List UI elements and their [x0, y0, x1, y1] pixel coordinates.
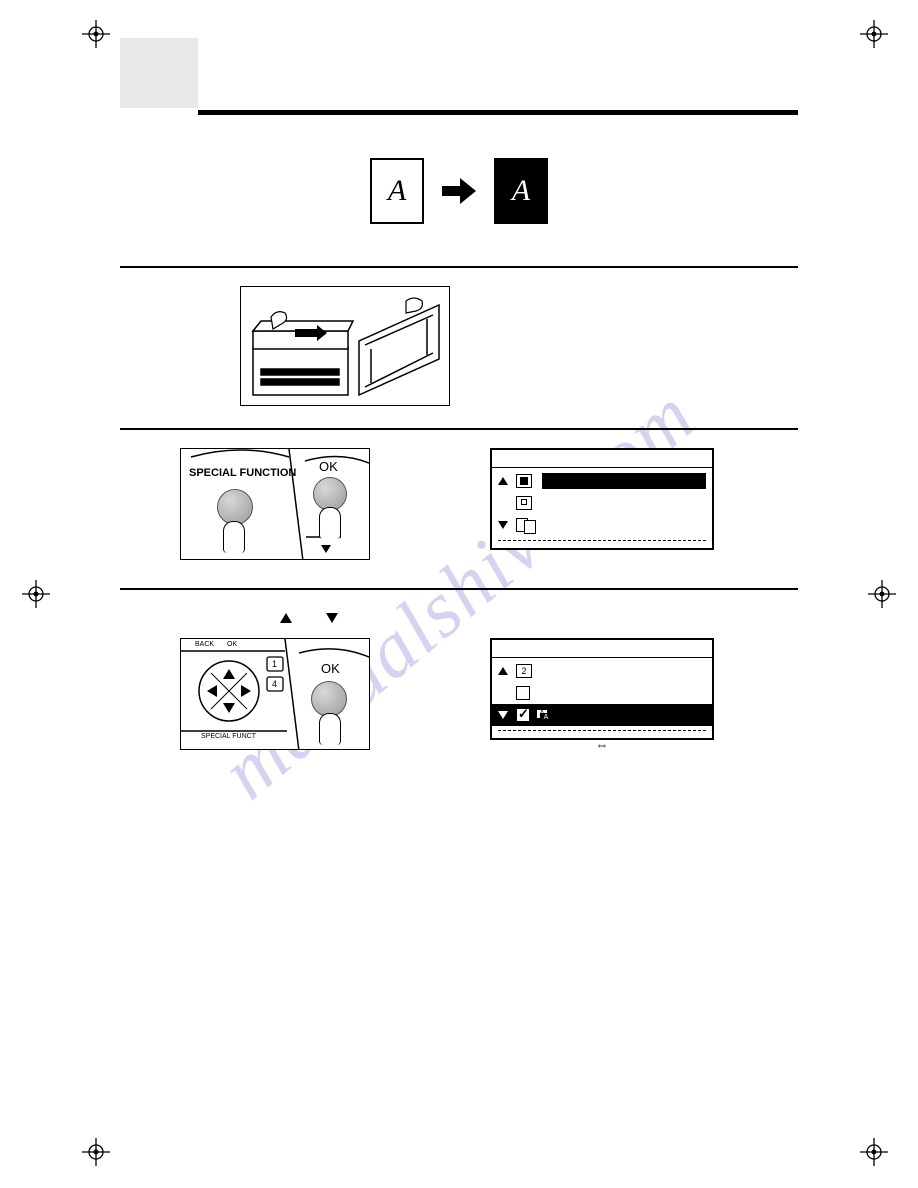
control-panel-1: SPECIAL FUNCTION OK [180, 448, 370, 560]
ok-small-label: OK [227, 641, 237, 648]
double-arrow-icon: ⇔ [596, 737, 609, 752]
divider [120, 588, 798, 590]
page-content: A A [120, 38, 798, 778]
finger-icon [319, 713, 341, 745]
keypad-1: 1 [272, 659, 277, 669]
divider [120, 266, 798, 268]
special-function-label: SPECIAL FUNCTION [189, 467, 296, 479]
boxed-number: 2 [516, 664, 532, 678]
finger-icon [223, 521, 245, 553]
registration-mark [22, 580, 50, 608]
ok-button[interactable] [313, 477, 347, 511]
step-2: SPECIAL FUNCTION OK [120, 448, 798, 560]
registration-mark [860, 20, 888, 48]
checkbox-unchecked-icon [516, 686, 530, 700]
inverted-sample: A [494, 158, 548, 224]
ok-label: OK [321, 661, 340, 676]
step-3-arrows [120, 608, 798, 628]
registration-mark [82, 20, 110, 48]
keypad-4: 4 [272, 679, 277, 689]
down-arrow-icon [326, 613, 338, 623]
pages-icon [516, 518, 536, 532]
registration-mark [860, 1138, 888, 1166]
lcd-screen-2: 2 ⇔ [490, 638, 714, 740]
step-3: BACK OK SPECIAL FUNCT 1 4 OK 2 [120, 608, 798, 750]
registration-mark [868, 580, 896, 608]
inverse-mini-icon [536, 709, 550, 721]
header-rule [198, 110, 798, 115]
up-arrow-icon [280, 613, 292, 623]
inverse-demo: A A [120, 158, 798, 224]
original-sample: A [370, 158, 424, 224]
back-label: BACK [195, 641, 214, 648]
registration-mark [82, 1138, 110, 1166]
control-panel-2: BACK OK SPECIAL FUNCT 1 4 OK [180, 638, 370, 750]
ok-label: OK [319, 459, 338, 474]
checkbox-checked-icon [516, 708, 530, 722]
finger-icon [319, 507, 341, 539]
special-function-button[interactable] [217, 489, 253, 525]
scanner-illustration [240, 286, 450, 406]
header-gray-tab [120, 38, 198, 108]
divider [120, 428, 798, 430]
ok-button[interactable] [311, 681, 347, 717]
step-1 [120, 286, 798, 406]
special-func-short-label: SPECIAL FUNCT [201, 733, 256, 740]
arrow-right-icon [442, 178, 476, 204]
lcd-screen-1 [490, 448, 714, 550]
